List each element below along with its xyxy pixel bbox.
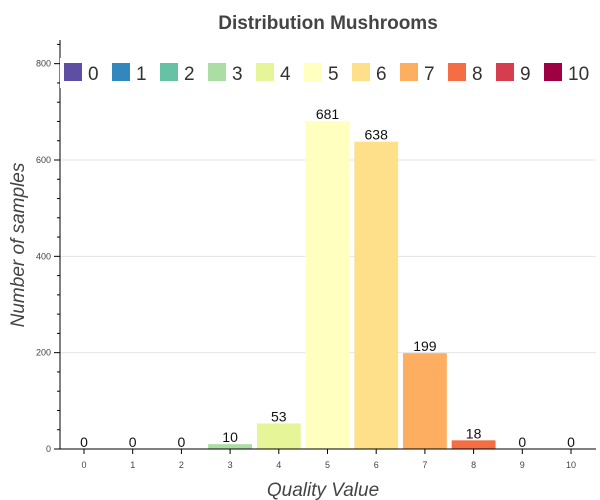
legend-label: 10 (568, 64, 589, 85)
x-tick-label: 0 (81, 460, 86, 470)
data-label: 0 (518, 434, 526, 450)
legend-label: 3 (232, 64, 243, 85)
x-tick-label: 7 (422, 460, 427, 470)
legend-label: 6 (376, 64, 387, 85)
data-label: 681 (316, 106, 340, 122)
data-label: 638 (365, 127, 389, 143)
legend-label: 8 (472, 64, 483, 85)
legend-swatch (208, 63, 226, 81)
legend-swatch (160, 63, 178, 81)
data-label: 53 (271, 408, 287, 424)
data-label: 0 (129, 434, 137, 450)
legend-label: 0 (88, 64, 99, 85)
data-label: 0 (567, 434, 575, 450)
x-tick-label: 10 (566, 460, 576, 470)
y-tick-label: 600 (36, 155, 51, 165)
bar (402, 353, 447, 449)
legend: 0 1 2 3 4 5 6 7 8 9 10 (60, 58, 596, 88)
data-label: 0 (178, 434, 186, 450)
x-tick-label: 9 (520, 460, 525, 470)
bar (451, 440, 496, 449)
y-tick-label: 200 (36, 348, 51, 358)
chart-title: Distribution Mushrooms (218, 13, 438, 34)
y-tick-label: 800 (36, 59, 51, 69)
x-tick-label: 4 (276, 460, 281, 470)
y-axis-ticks: 0 200 400 600 800 (36, 43, 60, 454)
legend-swatch (352, 63, 370, 81)
legend-swatch (448, 63, 466, 81)
x-tick-label: 6 (374, 460, 379, 470)
x-tick-label: 5 (325, 460, 330, 470)
x-axis-ticks: 0 1 2 3 4 5 6 7 8 9 10 (81, 449, 576, 470)
bar (354, 141, 399, 450)
y-tick-label: 0 (46, 444, 51, 454)
x-tick-label: 3 (228, 460, 233, 470)
data-label: 0 (80, 434, 88, 450)
x-tick-label: 1 (130, 460, 135, 470)
legend-swatch (400, 63, 418, 81)
bar (256, 423, 301, 449)
bars (208, 120, 496, 450)
legend-swatch (112, 63, 130, 81)
legend-label: 5 (328, 64, 339, 85)
legend-swatch (304, 63, 322, 81)
legend-label: 2 (184, 64, 195, 85)
bar (208, 444, 253, 449)
legend-swatch (64, 63, 82, 81)
legend-swatch (256, 63, 274, 81)
bar (305, 120, 350, 450)
legend-label: 4 (280, 64, 291, 85)
data-label: 10 (222, 429, 238, 445)
legend-label: 1 (136, 64, 147, 85)
legend-swatch (496, 63, 514, 81)
data-label: 199 (413, 338, 437, 354)
x-tick-label: 2 (179, 460, 184, 470)
legend-label: 9 (520, 64, 531, 85)
data-label: 18 (466, 425, 482, 441)
data-labels: 0 0 0 10 53 681 638 199 18 0 0 (80, 106, 575, 450)
legend-label: 7 (424, 64, 435, 85)
y-tick-label: 400 (36, 251, 51, 261)
x-tick-label: 8 (471, 460, 476, 470)
x-axis-label: Quality Value (267, 480, 379, 500)
legend-swatch (544, 63, 562, 81)
y-axis-label: Number of samples (8, 162, 29, 327)
